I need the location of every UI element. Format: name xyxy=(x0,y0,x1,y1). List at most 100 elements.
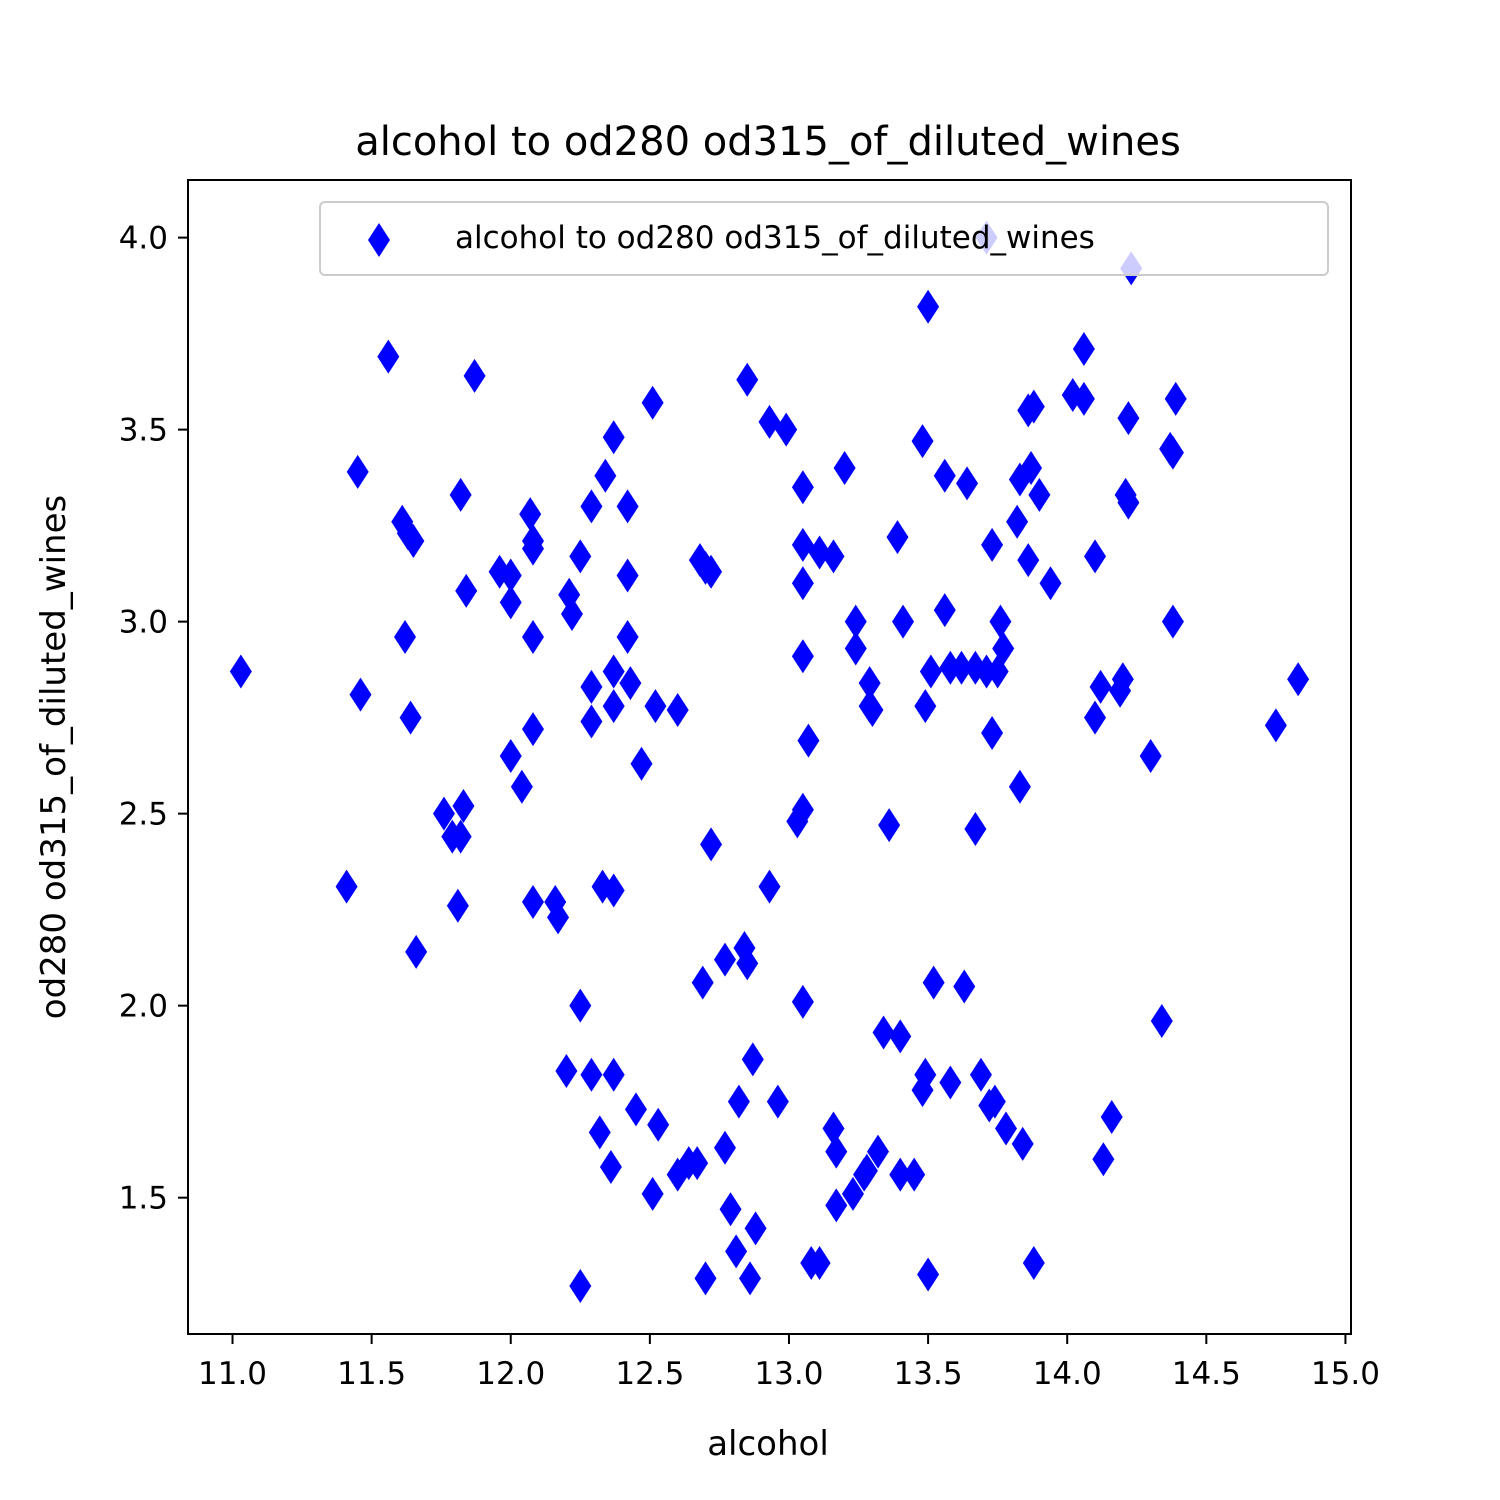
data-point-155 xyxy=(1028,477,1051,512)
data-point-32 xyxy=(555,1053,578,1088)
data-point-2 xyxy=(346,454,369,489)
data-point-175 xyxy=(1161,604,1184,639)
data-point-17 xyxy=(455,573,478,608)
data-point-117 xyxy=(903,1157,926,1192)
data-point-121 xyxy=(914,1057,937,1092)
y-tick-label: 2.0 xyxy=(119,989,168,1025)
data-point-78 xyxy=(736,946,759,981)
data-point-126 xyxy=(933,593,956,628)
data-point-60 xyxy=(647,1107,670,1142)
plot-area-frame xyxy=(187,179,1352,1335)
data-point-125 xyxy=(922,965,945,1000)
data-point-48 xyxy=(602,654,625,689)
data-point-109 xyxy=(861,692,884,727)
data-point-123 xyxy=(917,1257,940,1292)
data-point-31 xyxy=(547,900,570,935)
data-point-55 xyxy=(624,1092,647,1127)
data-point-20 xyxy=(499,739,522,774)
data-point-77 xyxy=(736,362,759,397)
data-point-164 xyxy=(1100,1100,1123,1135)
data-point-82 xyxy=(758,404,781,439)
data-point-163 xyxy=(1092,1142,1115,1177)
data-point-147 xyxy=(1008,462,1031,497)
data-point-118 xyxy=(911,424,934,459)
data-point-38 xyxy=(580,1057,603,1092)
data-point-36 xyxy=(569,988,592,1023)
data-point-128 xyxy=(939,650,962,685)
data-point-124 xyxy=(919,654,942,689)
y-tick-label: 4.0 xyxy=(119,221,168,257)
data-point-49 xyxy=(602,689,625,724)
data-point-9 xyxy=(402,523,425,558)
data-point-79 xyxy=(739,1261,762,1296)
data-point-178 xyxy=(1287,662,1310,697)
data-point-58 xyxy=(641,385,664,420)
x-tick-label: 11.0 xyxy=(198,1356,267,1392)
x-tick-label: 13.5 xyxy=(894,1356,963,1392)
data-point-101 xyxy=(833,451,856,486)
data-point-134 xyxy=(964,812,987,847)
data-point-50 xyxy=(602,420,625,455)
legend-box xyxy=(319,201,1329,276)
data-point-146 xyxy=(1006,504,1029,539)
data-point-0 xyxy=(229,654,252,689)
data-point-21 xyxy=(499,585,522,620)
data-point-160 xyxy=(1084,700,1107,735)
y-tick-label: 3.0 xyxy=(119,605,168,641)
y-axis-label: od280 od315_of_diluted_wines xyxy=(34,495,74,1019)
x-axis-ticks: 11.0 11.5 12.0 12.5 13.0 13.5 14.0 14.5 15.0 xyxy=(198,1334,1380,1392)
data-point-44 xyxy=(594,458,617,493)
data-point-161 xyxy=(1084,539,1107,574)
data-point-93 xyxy=(797,723,820,758)
data-point-149 xyxy=(1011,1126,1034,1161)
data-point-66 xyxy=(691,965,714,1000)
data-point-108 xyxy=(858,666,881,701)
data-point-84 xyxy=(766,1084,789,1119)
data-point-168 xyxy=(1117,485,1140,520)
data-point-68 xyxy=(694,1261,717,1296)
x-tick-label: 12.5 xyxy=(615,1356,684,1392)
data-point-57 xyxy=(641,1176,664,1211)
data-point-90 xyxy=(791,639,814,674)
data-point-176 xyxy=(1164,381,1187,416)
data-point-144 xyxy=(992,631,1015,666)
data-point-70 xyxy=(700,554,723,589)
data-point-71 xyxy=(713,942,736,977)
data-point-39 xyxy=(580,704,603,739)
data-point-1 xyxy=(335,869,358,904)
data-point-54 xyxy=(619,666,642,701)
data-point-64 xyxy=(686,1146,709,1181)
data-point-4 xyxy=(377,339,400,374)
data-point-72 xyxy=(713,1130,736,1165)
data-point-104 xyxy=(844,604,867,639)
x-tick-label: 14.0 xyxy=(1033,1356,1102,1392)
data-point-135 xyxy=(969,1057,992,1092)
data-point-16 xyxy=(452,788,475,823)
legend: alcohol to od280 od315_of_diluted_wines xyxy=(319,201,1329,276)
data-point-87 xyxy=(791,470,814,505)
data-point-174 xyxy=(1161,435,1184,470)
data-point-145 xyxy=(994,1111,1017,1146)
data-point-73 xyxy=(719,1192,742,1227)
data-point-143 xyxy=(989,604,1012,639)
data-point-22 xyxy=(499,558,522,593)
data-point-89 xyxy=(791,566,814,601)
data-point-45 xyxy=(599,1149,622,1184)
y-tick-label: 2.5 xyxy=(119,797,168,833)
data-point-115 xyxy=(889,1157,912,1192)
data-point-52 xyxy=(616,619,639,654)
data-point-158 xyxy=(1072,331,1095,366)
data-point-129 xyxy=(939,1065,962,1100)
data-point-98 xyxy=(822,1111,845,1146)
data-point-28 xyxy=(522,523,545,558)
data-point-69 xyxy=(700,827,723,862)
data-point-56 xyxy=(630,746,653,781)
data-point-10 xyxy=(405,934,428,969)
data-point-34 xyxy=(560,596,583,631)
data-point-92 xyxy=(791,984,814,1019)
data-point-169 xyxy=(1117,401,1140,436)
data-point-172 xyxy=(1150,1004,1173,1039)
data-point-37 xyxy=(569,1268,592,1303)
data-point-151 xyxy=(1017,543,1040,578)
